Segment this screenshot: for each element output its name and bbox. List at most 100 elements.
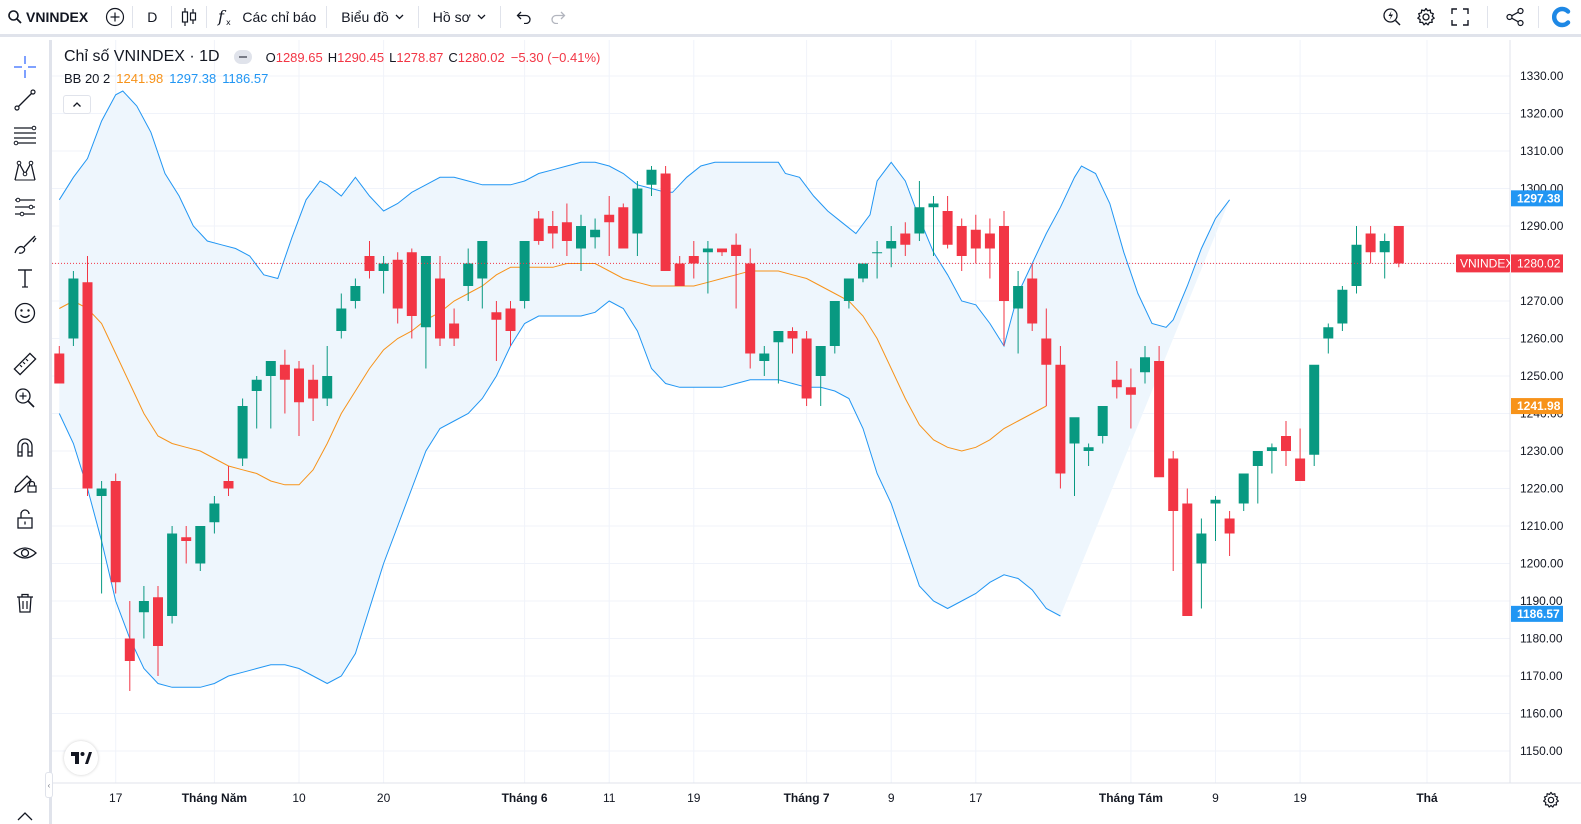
time-tick-label: 17 — [109, 791, 123, 805]
tradingview-logo[interactable] — [64, 741, 98, 775]
hide-drawings-tool[interactable] — [10, 538, 40, 568]
profile-menu-label: Hồ sơ — [432, 9, 471, 25]
bollinger-basis-value: 1241.98 — [116, 70, 164, 86]
eye-icon — [13, 547, 37, 559]
series-title[interactable]: Chỉ số VNINDEX · 1D — [64, 48, 220, 65]
time-tick-label: Tháng 7 — [784, 791, 830, 805]
toolbar-divider — [499, 6, 501, 28]
time-tick-label: 10 — [292, 791, 306, 805]
pattern-tool[interactable] — [10, 156, 40, 186]
candles-icon — [182, 8, 197, 26]
crosshair-tool[interactable] — [10, 52, 40, 82]
share-button[interactable] — [1498, 0, 1532, 34]
settings-button[interactable] — [1409, 0, 1443, 34]
brand-logo-button[interactable] — [1545, 0, 1581, 34]
unlock-icon — [17, 509, 33, 529]
redo-button[interactable] — [541, 0, 575, 34]
candle-body — [138, 601, 149, 613]
low-value: 1278.87 — [396, 49, 444, 65]
lock-all-tool[interactable] — [10, 504, 40, 534]
symbol-name-badge — [1456, 254, 1510, 273]
remove-drawings-tool[interactable] — [10, 588, 40, 618]
time-tick-label: 20 — [377, 791, 391, 805]
candle-body — [1111, 379, 1122, 388]
candle-body — [674, 263, 685, 286]
candle-body — [1351, 244, 1362, 286]
candle-body — [1013, 286, 1024, 309]
legend-collapse-button[interactable] — [63, 95, 91, 114]
candle-body — [237, 406, 248, 459]
brand-logo-icon — [1552, 6, 1571, 28]
bollinger-title[interactable]: BB 20 2 — [64, 70, 111, 86]
trend-line-tool[interactable] — [10, 85, 40, 115]
profile-menu-button[interactable]: Hồ sơ — [419, 0, 500, 34]
compare-symbol-button[interactable] — [98, 0, 132, 34]
symbol-label: VNINDEX — [26, 9, 89, 25]
zoom-tool[interactable] — [10, 383, 40, 413]
candle-body — [1196, 533, 1207, 564]
pencil-lock-icon — [14, 475, 37, 493]
toolbar-divider — [171, 6, 173, 28]
magnet-tool[interactable] — [10, 432, 40, 462]
candle-body — [1140, 357, 1150, 373]
axis-value-label: 1186.57 — [1517, 607, 1560, 621]
candle-body — [1337, 289, 1348, 324]
candle-body — [717, 248, 727, 253]
candle-body — [322, 376, 333, 399]
fib-tool[interactable] — [10, 120, 40, 150]
time-tick-label: Tháng Tám — [1099, 791, 1163, 805]
price-tick-label: 1210.00 — [1520, 519, 1564, 533]
candle-body — [1266, 447, 1277, 451]
icons-tool[interactable] — [10, 298, 40, 328]
candle-body — [1097, 406, 1108, 436]
brush-tool[interactable] — [10, 230, 40, 260]
text-tool[interactable] — [10, 263, 40, 293]
brush-icon — [14, 235, 37, 254]
candle-body — [1281, 436, 1291, 451]
lock-drawing-tool[interactable] — [10, 468, 40, 498]
chart-pane[interactable]: 1330.00 1320.00 1310.00 1300.00 1290.00 1270.… — [52, 40, 1581, 824]
measure-tool[interactable] — [10, 349, 40, 379]
axis-value-badge — [1511, 605, 1563, 622]
fullscreen-button[interactable] — [1443, 0, 1477, 34]
candle-body — [110, 481, 121, 583]
candle-body — [561, 222, 572, 241]
candle-body — [350, 286, 361, 301]
undo-button[interactable] — [507, 0, 541, 34]
quick-search-button[interactable] — [1375, 0, 1409, 34]
time-tick-label: 11 — [603, 791, 616, 805]
candle-body — [1210, 499, 1221, 504]
gear-icon — [1417, 7, 1435, 26]
candle-body — [984, 233, 995, 249]
chevron-down-icon — [477, 14, 486, 20]
open-value: 1289.65 — [275, 49, 323, 65]
candle-body — [420, 256, 431, 328]
layout-menu-button[interactable]: Biểu đồ — [327, 0, 417, 34]
drawing-toolbar — [0, 40, 52, 824]
axis-settings-button[interactable] — [1540, 789, 1562, 811]
candle-body — [294, 368, 304, 403]
more-tools-button[interactable] — [10, 800, 40, 824]
interval-button[interactable]: D — [133, 0, 171, 34]
fib-lines-icon — [13, 125, 37, 146]
symbol-search-button[interactable]: VNINDEX — [0, 0, 98, 34]
candle-body — [731, 244, 742, 256]
toolbar-collapse-handle[interactable]: ‹ — [45, 772, 53, 798]
series-visibility-toggle[interactable] — [233, 50, 252, 64]
candle-body — [533, 218, 544, 241]
candle-body — [632, 188, 643, 234]
chart-type-button[interactable] — [172, 0, 206, 34]
candle-body — [576, 226, 586, 249]
prediction-tool[interactable] — [10, 192, 40, 222]
candle-body — [914, 207, 925, 234]
candle-body — [660, 173, 671, 271]
candle-body — [829, 301, 840, 346]
candle-body — [1224, 518, 1235, 534]
candle-body — [54, 353, 65, 384]
plus-circle-icon — [106, 7, 125, 27]
price-chart[interactable]: 1330.001320.001310.001300.001290.001270.… — [52, 40, 1581, 824]
candle-body — [265, 361, 276, 376]
toolbar-divider — [132, 6, 134, 28]
